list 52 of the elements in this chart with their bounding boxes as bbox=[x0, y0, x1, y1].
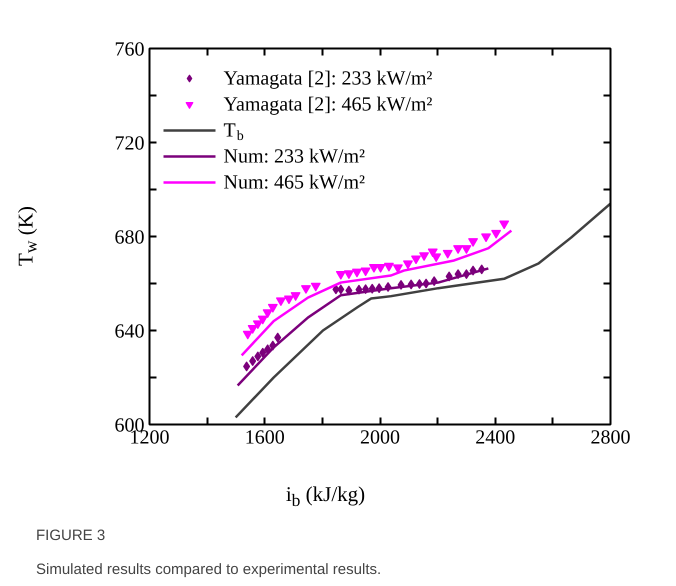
point bbox=[468, 238, 478, 247]
point bbox=[402, 260, 413, 270]
line-series bbox=[234, 202, 610, 419]
x-tick-label: 1600 bbox=[244, 426, 285, 448]
line-series bbox=[236, 267, 490, 387]
point bbox=[491, 230, 502, 239]
point bbox=[254, 351, 262, 362]
x-axis-title: i$_{b}$ (kJ/kg) bbox=[286, 481, 366, 512]
point bbox=[274, 332, 282, 343]
point bbox=[376, 264, 386, 273]
point bbox=[337, 284, 344, 294]
y-tick-label: 680 bbox=[114, 226, 144, 248]
x-tick-label: 2800 bbox=[590, 426, 630, 448]
point bbox=[336, 271, 346, 280]
point bbox=[252, 320, 263, 330]
point bbox=[344, 270, 354, 280]
point bbox=[276, 297, 286, 306]
point bbox=[442, 250, 453, 259]
point bbox=[268, 304, 278, 313]
point bbox=[352, 268, 362, 278]
y-tick-label: 720 bbox=[114, 132, 144, 154]
point bbox=[481, 233, 492, 242]
point bbox=[384, 262, 394, 272]
point bbox=[284, 295, 294, 304]
point bbox=[453, 245, 464, 254]
point bbox=[499, 220, 510, 230]
point bbox=[300, 285, 311, 294]
point bbox=[243, 361, 250, 372]
point bbox=[411, 255, 422, 264]
point bbox=[360, 267, 371, 276]
point bbox=[392, 264, 403, 274]
x-tick-label: 2400 bbox=[475, 426, 516, 448]
point bbox=[310, 282, 321, 292]
point bbox=[249, 356, 256, 366]
legend-label: Yamagata [2]: 465 kW/m² bbox=[224, 94, 432, 116]
x-tick-label: 2000 bbox=[360, 426, 400, 448]
point bbox=[248, 325, 258, 334]
point bbox=[419, 252, 430, 261]
point bbox=[242, 330, 253, 340]
point bbox=[290, 292, 301, 301]
legend-label: Num: 465 kW/m² bbox=[224, 172, 366, 194]
point bbox=[259, 348, 266, 358]
line-series bbox=[240, 229, 513, 357]
point bbox=[262, 309, 273, 318]
caption: FIGURE 3 bbox=[36, 526, 106, 546]
legend-label: Yamagata [2]: 233 kW/m² bbox=[224, 68, 432, 90]
y-tick-label: 640 bbox=[114, 320, 144, 342]
point bbox=[258, 316, 268, 324]
legend-label: Num: 233 kW/m² bbox=[224, 146, 366, 168]
text: Simulated results compared to experimental results. bbox=[36, 560, 382, 580]
point bbox=[461, 245, 472, 254]
y-tick-label: 760 bbox=[114, 38, 144, 60]
